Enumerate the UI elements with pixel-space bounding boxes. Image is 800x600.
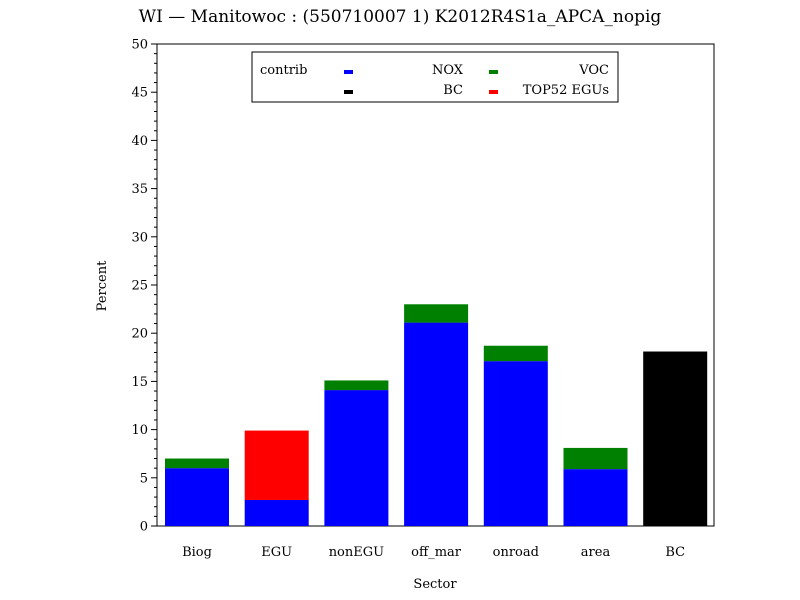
y-tick-label: 10 [131,423,148,438]
legend-label-top52-egus: TOP52 EGUs [523,83,609,98]
chart-title: WI — Manitowoc : (550710007 1) K2012R4S1… [139,7,662,27]
y-tick-label: 20 [131,327,148,342]
bars [165,304,708,526]
x-tick-label: nonEGU [329,545,384,560]
bar-nox-biog [165,468,229,526]
y-tick-label: 30 [131,230,148,245]
legend-swatch-top52-egus [489,90,498,94]
x-tick-label: onroad [493,545,539,560]
y-axis: 0 5 10 15 20 25 30 35 40 45 50 [131,38,157,535]
bar-nox-area [563,469,628,526]
legend-swatch-voc [489,70,498,74]
y-tick-label: 40 [131,134,148,149]
y-tick-label: 5 [140,471,148,486]
bar-nox-onroad [483,361,548,526]
y-tick-label: 35 [131,182,148,197]
y-axis-label: Percent [95,260,110,311]
bar-nox-nonegu [324,390,389,526]
bar-voc-nonegu [324,380,389,391]
y-tick-label: 15 [131,375,148,390]
bar-voc-biog [165,458,229,469]
x-tick-label: off_mar [411,545,462,560]
legend-label-bc: BC [443,83,463,98]
legend-swatch-nox [344,70,353,74]
legend: contrib NOX VOC BC TOP52 EGUs [251,51,619,103]
legend-frame [251,51,619,103]
bar-voc-area [563,447,628,470]
bar-bc-bc [643,351,708,526]
legend-swatch-bc [344,90,353,94]
bar-top52-egus-egu [244,430,309,500]
legend-items: NOX VOC BC TOP52 EGUs [344,63,609,98]
bar-voc-off_mar [404,304,469,323]
y-tick-label: 50 [131,38,148,53]
legend-title: contrib [260,63,307,78]
x-tick-label: EGU [261,545,292,560]
legend-label-voc: VOC [578,63,609,78]
bar-nox-off_mar [404,322,469,526]
x-tick-label: BC [665,545,685,560]
legend-label-nox: NOX [432,63,464,78]
bar-voc-onroad [483,345,548,362]
y-tick-label: 45 [131,86,148,101]
x-axis-label: Sector [413,577,457,592]
y-tick-label: 25 [131,279,148,294]
x-tick-label: area [581,545,611,560]
y-tick-label: 0 [140,520,148,535]
x-tick-label: Biog [182,545,212,560]
x-axis: Biog EGU nonEGU off_mar onroad area BC [182,545,685,560]
bar-nox-egu [244,499,309,526]
